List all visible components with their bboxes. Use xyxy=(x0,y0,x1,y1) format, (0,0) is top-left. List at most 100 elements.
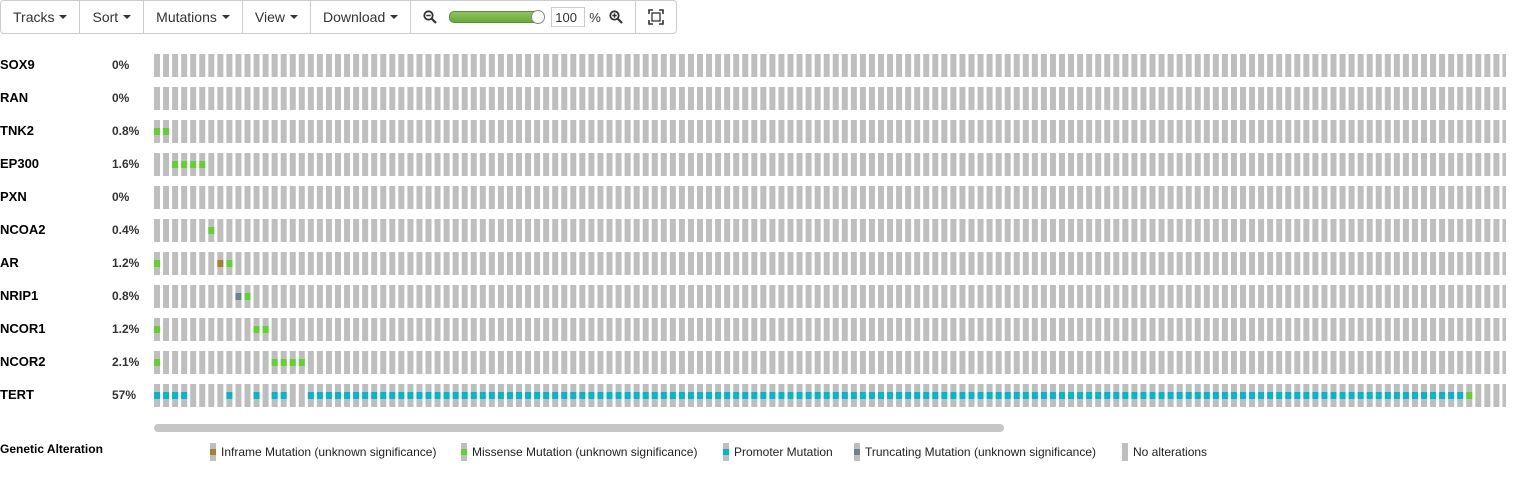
sample-cell[interactable] xyxy=(1384,351,1391,374)
sample-cell[interactable] xyxy=(1439,252,1446,275)
sample-cell[interactable] xyxy=(1013,186,1020,209)
sample-cell[interactable] xyxy=(1303,186,1310,209)
sample-cell[interactable] xyxy=(262,351,269,374)
sample-cell[interactable] xyxy=(1493,54,1500,77)
sample-cell[interactable] xyxy=(968,186,975,209)
sample-cell[interactable] xyxy=(1276,54,1283,77)
truncating-mutation-mark[interactable] xyxy=(235,293,242,300)
sample-cell[interactable] xyxy=(878,219,884,242)
sample-cell[interactable] xyxy=(1249,54,1256,77)
sample-cell[interactable] xyxy=(1249,153,1256,176)
sample-cell[interactable] xyxy=(289,318,296,341)
sample-cell[interactable] xyxy=(1203,186,1210,209)
sample-cell[interactable] xyxy=(1421,87,1427,110)
sample-cell[interactable] xyxy=(371,153,378,176)
sample-cell[interactable] xyxy=(724,252,731,275)
sample-cell[interactable] xyxy=(805,120,812,143)
sample-cell[interactable] xyxy=(1366,186,1373,209)
sample-cell[interactable] xyxy=(561,285,568,308)
sample-cell[interactable] xyxy=(633,54,640,77)
sample-cell[interactable] xyxy=(1122,285,1129,308)
sample-cell[interactable] xyxy=(525,351,532,374)
sample-cell[interactable] xyxy=(995,219,1002,242)
sample-cell[interactable] xyxy=(905,219,912,242)
sample-cell[interactable] xyxy=(344,318,351,341)
sample-cell[interactable] xyxy=(1366,153,1373,176)
promoter-mutation-mark[interactable] xyxy=(814,392,821,399)
sample-cell[interactable] xyxy=(1194,54,1201,77)
sample-cell[interactable] xyxy=(1393,54,1400,77)
sample-cell[interactable] xyxy=(715,252,722,275)
sample-cell[interactable] xyxy=(1167,87,1174,110)
sample-cell[interactable] xyxy=(1167,219,1174,242)
sample-cell[interactable] xyxy=(1221,54,1228,77)
sample-cell[interactable] xyxy=(1493,384,1500,407)
sample-cell[interactable] xyxy=(606,219,613,242)
sample-cell[interactable] xyxy=(497,252,504,275)
sample-cell[interactable] xyxy=(1439,285,1446,308)
sample-cell[interactable] xyxy=(832,186,839,209)
sample-cell[interactable] xyxy=(1493,186,1500,209)
sample-cell[interactable] xyxy=(506,54,513,77)
sample-cell[interactable] xyxy=(1384,153,1391,176)
sample-cell[interactable] xyxy=(389,54,396,77)
sample-cell[interactable] xyxy=(1212,318,1219,341)
sample-cell[interactable] xyxy=(506,186,513,209)
sample-cell[interactable] xyxy=(1502,252,1506,275)
sample-cell[interactable] xyxy=(344,54,351,77)
sample-cell[interactable] xyxy=(1049,351,1056,374)
zoom-slider[interactable] xyxy=(449,10,546,24)
sample-cell[interactable] xyxy=(525,285,532,308)
promoter-mutation-mark[interactable] xyxy=(1267,392,1274,399)
sample-cell[interactable] xyxy=(1402,351,1409,374)
sample-cell[interactable] xyxy=(787,351,794,374)
sample-cell[interactable] xyxy=(1348,186,1355,209)
sample-cell[interactable] xyxy=(733,54,740,77)
sample-cell[interactable] xyxy=(606,186,613,209)
sample-cell[interactable] xyxy=(914,153,921,176)
sample-cell[interactable] xyxy=(543,351,550,374)
sample-cell[interactable] xyxy=(968,54,975,77)
sample-cell[interactable] xyxy=(896,318,903,341)
promoter-mutation-mark[interactable] xyxy=(380,392,387,399)
sample-cell[interactable] xyxy=(1140,351,1147,374)
sample-cell[interactable] xyxy=(325,120,332,143)
sample-cell[interactable] xyxy=(805,186,812,209)
missense-mutation-mark[interactable] xyxy=(154,359,160,366)
sample-cell[interactable] xyxy=(968,87,975,110)
sample-cell[interactable] xyxy=(570,219,577,242)
sample-cell[interactable] xyxy=(479,186,486,209)
sample-cell[interactable] xyxy=(416,120,423,143)
sample-cell[interactable] xyxy=(823,351,830,374)
sample-cell[interactable] xyxy=(1466,153,1473,176)
sample-cell[interactable] xyxy=(1022,351,1029,374)
sample-cell[interactable] xyxy=(1113,87,1120,110)
sample-cell[interactable] xyxy=(868,87,875,110)
sample-cell[interactable] xyxy=(778,153,785,176)
sample-cell[interactable] xyxy=(1321,318,1328,341)
sample-cell[interactable] xyxy=(154,285,160,308)
sample-cell[interactable] xyxy=(733,186,740,209)
oncoprint-track-ncoa2[interactable] xyxy=(154,219,1506,242)
sample-cell[interactable] xyxy=(706,87,713,110)
sample-cell[interactable] xyxy=(787,318,794,341)
sample-cell[interactable] xyxy=(443,54,450,77)
sample-cell[interactable] xyxy=(1104,318,1111,341)
sample-cell[interactable] xyxy=(1240,87,1246,110)
sample-cell[interactable] xyxy=(1059,252,1065,275)
sample-cell[interactable] xyxy=(353,54,360,77)
sample-cell[interactable] xyxy=(660,318,667,341)
sample-cell[interactable] xyxy=(1448,285,1455,308)
sample-cell[interactable] xyxy=(1240,219,1246,242)
promoter-mutation-mark[interactable] xyxy=(778,392,785,399)
sample-cell[interactable] xyxy=(1393,318,1400,341)
sample-cell[interactable] xyxy=(1013,252,1020,275)
sample-cell[interactable] xyxy=(534,252,541,275)
sample-cell[interactable] xyxy=(1366,252,1373,275)
sample-cell[interactable] xyxy=(1393,285,1400,308)
sample-cell[interactable] xyxy=(805,285,812,308)
sample-cell[interactable] xyxy=(579,120,586,143)
sample-cell[interactable] xyxy=(543,285,550,308)
sample-cell[interactable] xyxy=(1411,87,1418,110)
sample-cell[interactable] xyxy=(525,219,532,242)
